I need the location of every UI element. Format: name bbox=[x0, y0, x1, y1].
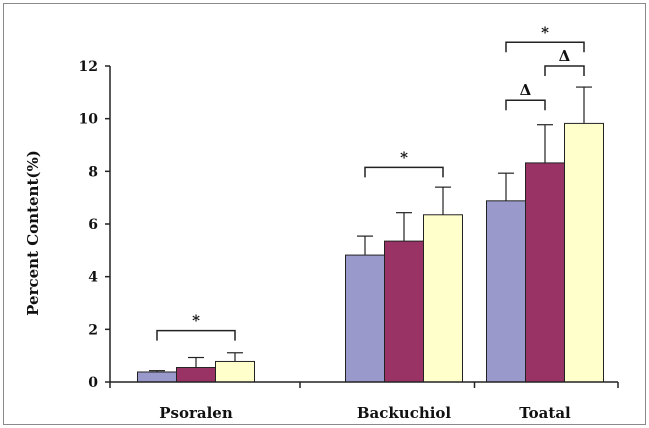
y-tick-label: 12 bbox=[79, 59, 98, 75]
bars bbox=[137, 122, 604, 383]
y-tick-label: 2 bbox=[88, 322, 98, 338]
bar bbox=[525, 162, 565, 383]
y-tick-label: 6 bbox=[88, 217, 98, 233]
y-tick-label: 0 bbox=[88, 375, 98, 391]
bar bbox=[486, 200, 526, 383]
bar bbox=[384, 240, 424, 383]
significance-bracket bbox=[505, 41, 585, 53]
y-axis-title: Percent Content(%) bbox=[24, 150, 42, 316]
significance-label: Δ bbox=[559, 47, 571, 65]
bar bbox=[423, 214, 463, 383]
bar bbox=[564, 122, 604, 383]
bar bbox=[176, 367, 216, 383]
bar bbox=[137, 371, 177, 383]
bar bbox=[345, 254, 385, 383]
x-category-label: Toatal bbox=[519, 404, 571, 422]
significance-label: Δ bbox=[520, 81, 532, 99]
significance-annotations: * * * Δ Δ bbox=[156, 23, 585, 341]
significance-bracket bbox=[505, 99, 546, 111]
significance-label: * bbox=[400, 148, 408, 166]
chart-frame bbox=[3, 3, 646, 425]
significance-bracket bbox=[364, 166, 444, 178]
significance-label: * bbox=[541, 23, 549, 41]
y-tick-label: 4 bbox=[88, 270, 98, 286]
y-tick-label: 8 bbox=[88, 164, 98, 180]
significance-bracket bbox=[156, 329, 236, 341]
x-axis: Psoralen Backuchiol Toatal bbox=[109, 381, 619, 422]
y-tick-label: 10 bbox=[79, 112, 99, 128]
y-axis: 0 2 4 6 8 10 12 bbox=[79, 59, 111, 391]
bar bbox=[215, 360, 255, 383]
error-bars bbox=[149, 86, 592, 372]
x-category-label: Backuchiol bbox=[357, 404, 452, 422]
x-category-label: Psoralen bbox=[159, 404, 233, 422]
significance-bracket bbox=[544, 65, 585, 76]
significance-label: * bbox=[192, 312, 200, 330]
